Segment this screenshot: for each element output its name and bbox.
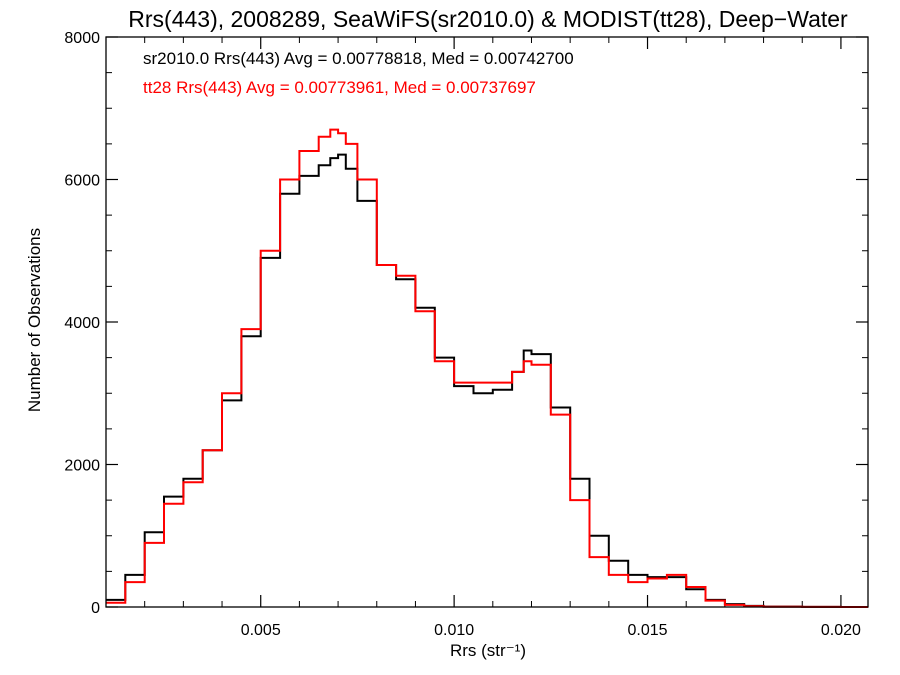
x-axis-label: Rrs (str⁻¹) <box>450 641 526 660</box>
y-axis-ticks: 0 2000 4000 6000 8000 <box>64 30 868 617</box>
x-tick-label: 0.020 <box>821 622 861 639</box>
annotation-tt28: tt28 Rrs(443) Avg = 0.00773961, Med = 0.… <box>143 78 536 97</box>
series-layer <box>106 128 868 608</box>
y-axis-label: Number of Observations <box>25 228 44 412</box>
y-tick-label: 8000 <box>64 30 100 47</box>
y-tick-label: 0 <box>91 600 100 617</box>
series-line-1 <box>106 128 868 608</box>
series-line-0 <box>106 153 868 608</box>
y-tick-label: 2000 <box>64 458 100 475</box>
x-tick-label: 0.005 <box>241 622 281 639</box>
annotation-sr2010: sr2010.0 Rrs(443) Avg = 0.00778818, Med … <box>143 49 574 68</box>
chart-title: Rrs(443), 2008289, SeaWiFS(sr2010.0) & M… <box>128 6 848 32</box>
y-tick-label: 6000 <box>64 173 100 190</box>
x-tick-label: 0.015 <box>627 622 667 639</box>
plot-frame <box>105 36 869 608</box>
y-tick-label: 4000 <box>64 315 100 332</box>
x-tick-label: 0.010 <box>434 622 474 639</box>
x-axis-ticks: 0.005 0.010 0.015 0.020 <box>105 37 861 639</box>
